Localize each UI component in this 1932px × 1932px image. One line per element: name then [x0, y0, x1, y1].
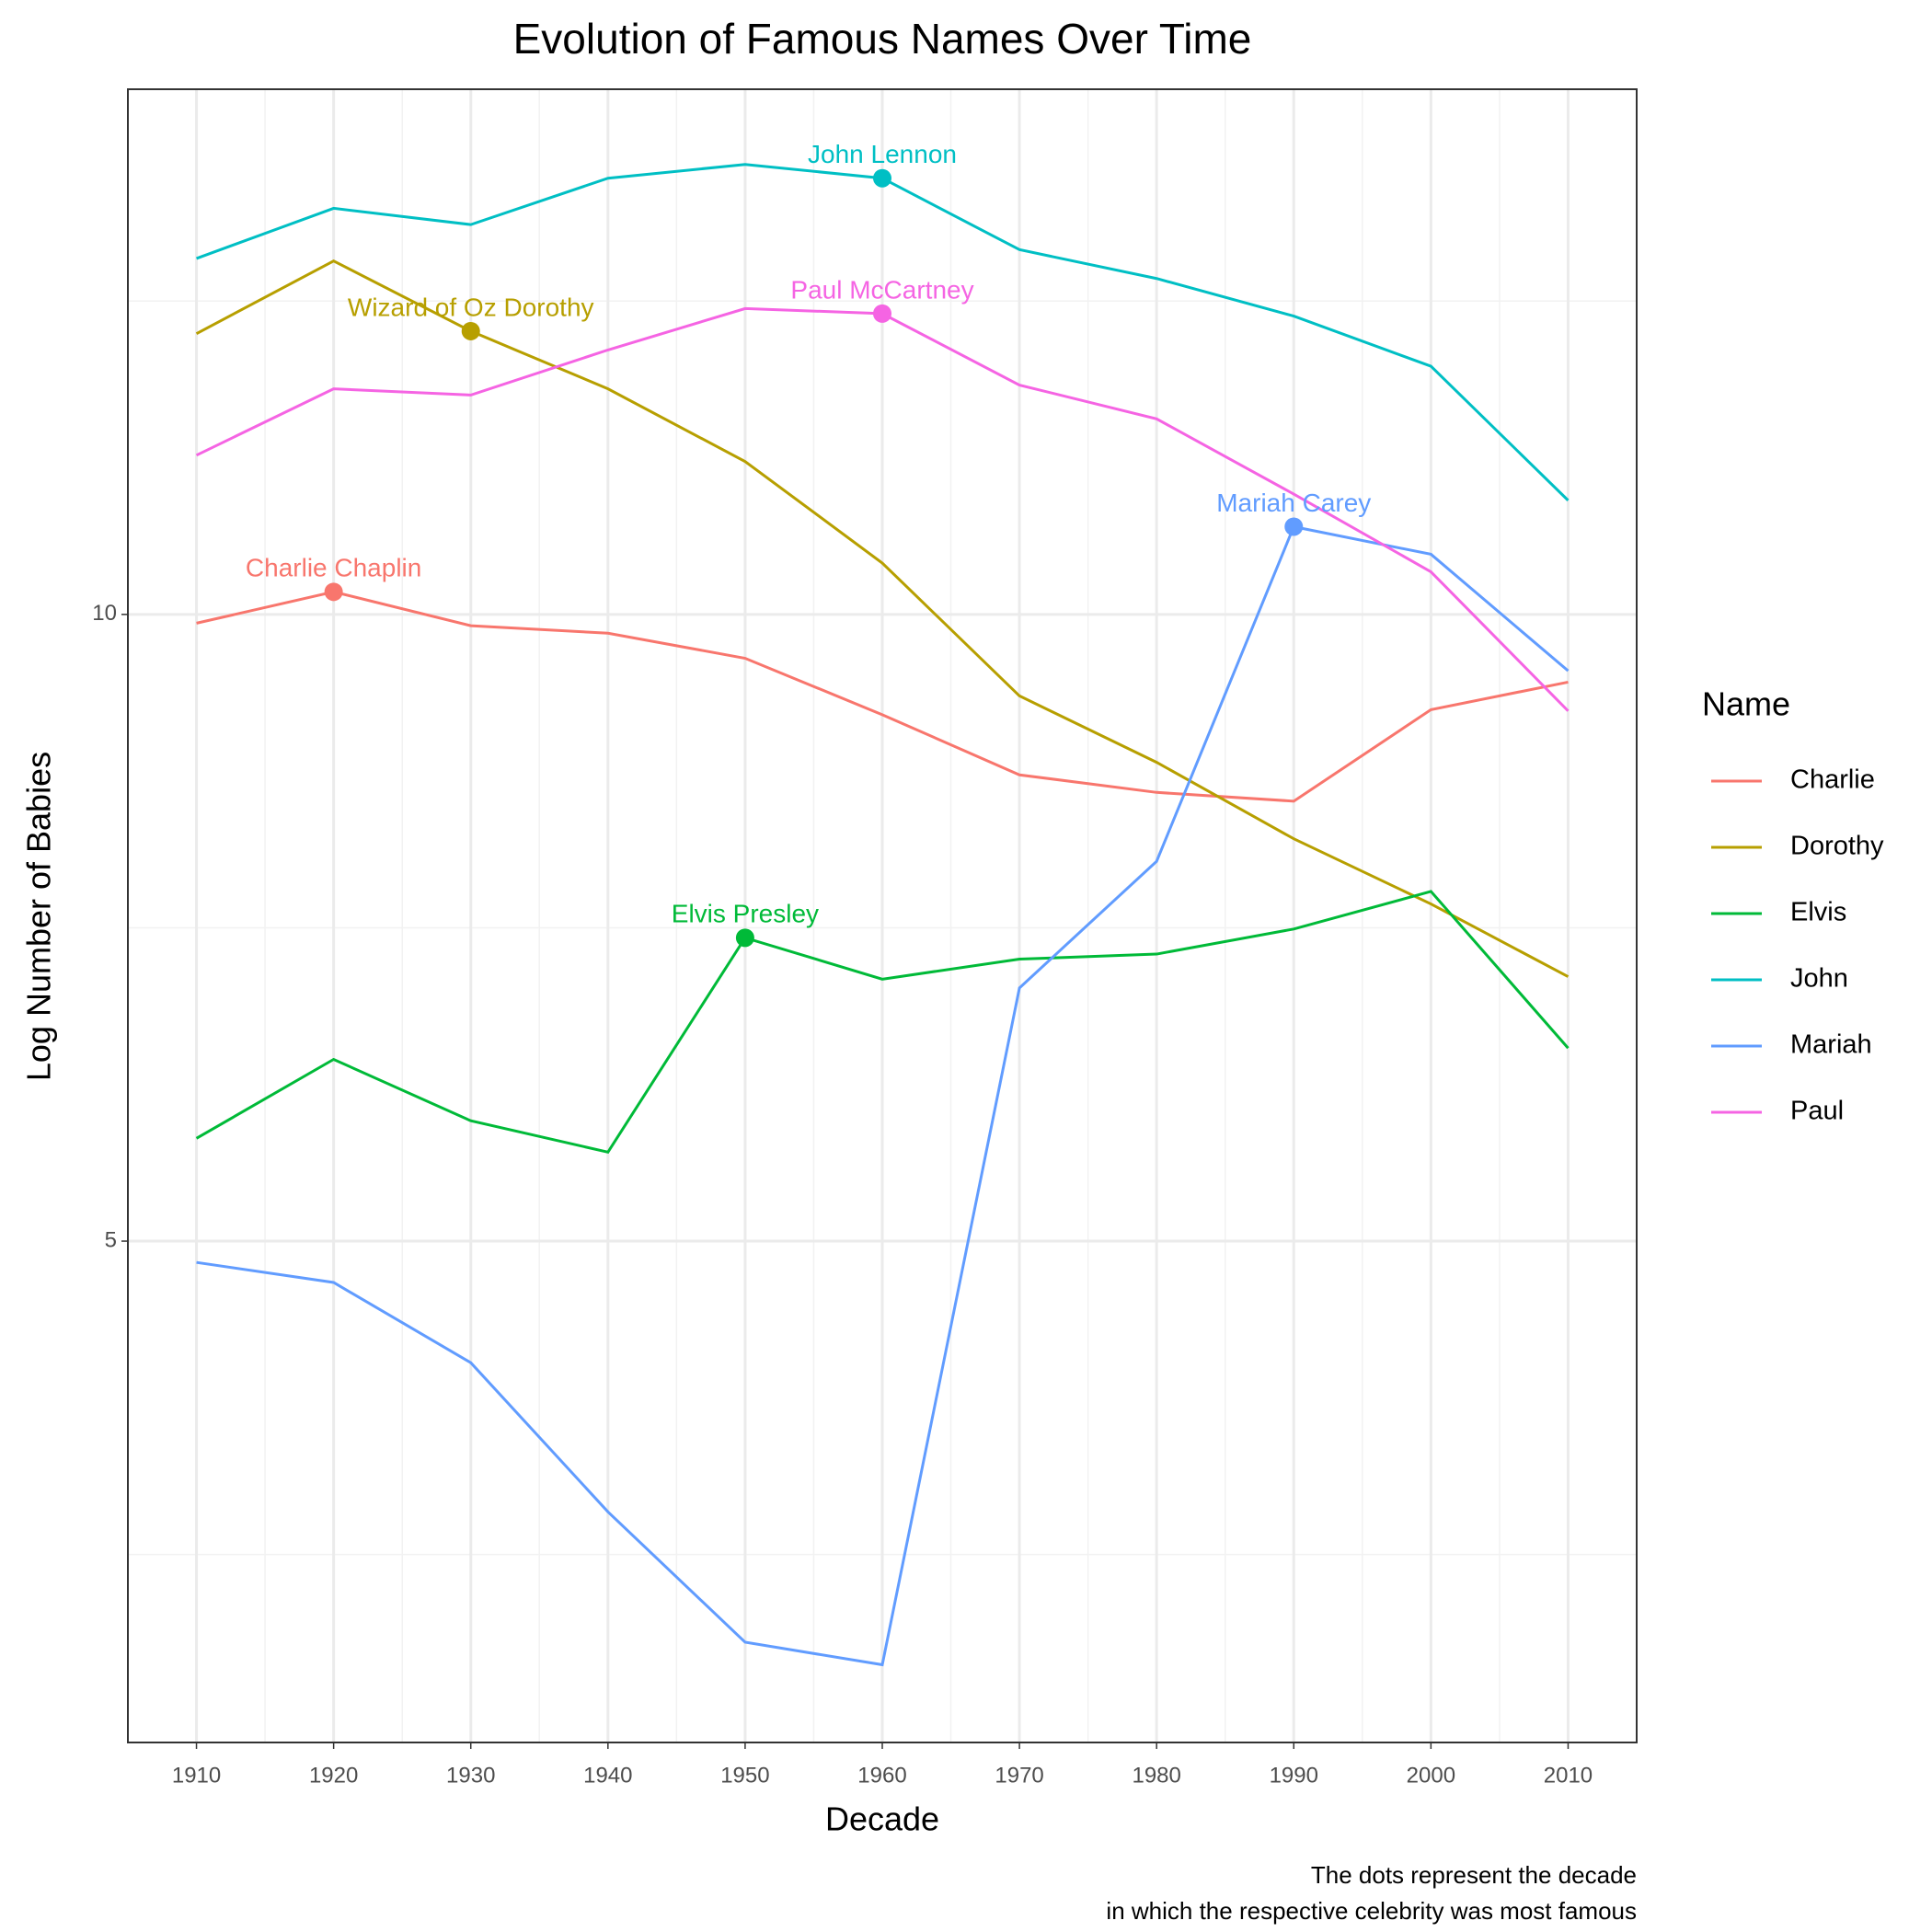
series-line [195, 259, 1570, 978]
x-tick-label: 2010 [1544, 1763, 1593, 1788]
x-tick-label: 1940 [583, 1763, 632, 1788]
highlight-dot [461, 321, 480, 340]
chart-title: Evolution of Famous Names Over Time [513, 15, 1252, 63]
x-tick-label: 2000 [1407, 1763, 1455, 1788]
caption: in which the respective celebrity was mo… [1106, 1897, 1637, 1925]
annotation: John Lennon [808, 140, 957, 168]
legend-label: Mariah [1790, 1030, 1872, 1060]
highlight-dot [1284, 517, 1304, 536]
x-tick-label: 1930 [446, 1763, 495, 1788]
x-tick-label: 1980 [1132, 1763, 1180, 1788]
series-line [195, 890, 1570, 1155]
series-line [196, 590, 1569, 803]
legend-label: Elvis [1790, 898, 1846, 927]
annotation: Paul McCartney [790, 275, 973, 304]
x-tick-label: 1910 [172, 1763, 221, 1788]
legend-label: Dorothy [1790, 832, 1884, 861]
y-tick-label: 10 [92, 601, 117, 626]
caption: The dots represent the decade [1311, 1861, 1637, 1889]
legend-title: Name [1702, 685, 1790, 723]
x-tick-label: 1960 [857, 1763, 906, 1788]
series-line [196, 524, 1570, 1667]
annotation: Wizard of Oz Dorothy [348, 293, 594, 321]
annotation: Mariah Carey [1216, 489, 1371, 517]
annotation: Elvis Presley [672, 900, 819, 928]
x-tick-label: 1950 [720, 1763, 769, 1788]
y-tick-label: 5 [105, 1227, 117, 1252]
x-axis-title: Decade [825, 1800, 939, 1838]
x-tick-label: 1990 [1270, 1763, 1318, 1788]
highlight-dot [324, 582, 343, 602]
x-tick-label: 1920 [309, 1763, 358, 1788]
annotation: Charlie Chaplin [246, 554, 421, 582]
legend-label: Paul [1790, 1097, 1844, 1126]
legend-label: John [1790, 964, 1848, 994]
legend-label: Charlie [1790, 765, 1875, 795]
plot-border [127, 88, 1638, 1743]
highlight-dot [735, 928, 754, 948]
highlight-dot [873, 304, 891, 323]
highlight-dot [873, 168, 891, 188]
x-tick-label: 1970 [995, 1763, 1043, 1788]
y-axis-title: Log Number of Babies [20, 752, 58, 1081]
